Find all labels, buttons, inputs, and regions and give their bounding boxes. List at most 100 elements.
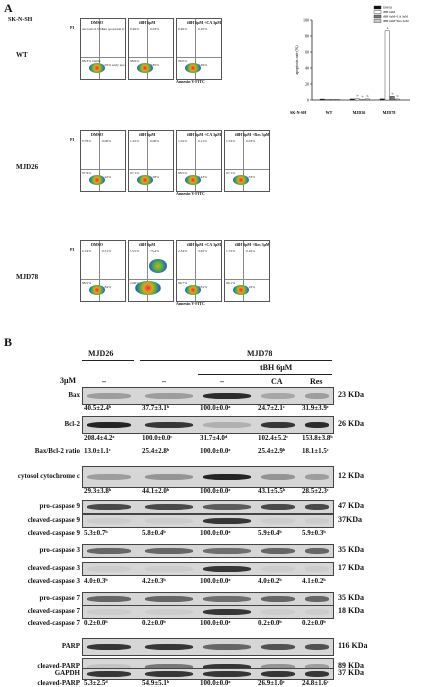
bar [320,99,324,100]
quadrant-divider [225,279,269,280]
quantification-value: 0.2±0.0ᵇ [258,620,282,627]
bar [350,99,354,100]
cell-line-label: SK-N-SH [8,17,32,23]
protein-band [305,644,329,650]
molecular-weight-label: 35 KDa [338,546,364,554]
protein-band [305,596,329,602]
protein-band [145,474,193,480]
molecular-weight-label: 116 KDa [338,642,368,650]
protein-band [261,422,295,428]
legend-label: tBH 6uM [383,10,395,14]
y-tick-label: 80 [305,34,309,39]
quantification-value: 0.2±0.0ᵇ [84,620,108,627]
protein-band [87,609,131,615]
protein-band [203,393,251,399]
protein-band [261,393,295,399]
quantification-value: 100.0±0.0ᵃ [200,448,230,455]
quantification-value: 153.8±3.8ᵇ [302,435,333,442]
panel-a-label: A [4,2,13,14]
protein-band [261,671,295,677]
protein-band [145,671,193,677]
bar [395,99,399,100]
blot-strip [82,544,334,558]
protein-band [305,566,329,572]
quadrant-ul: necrosis 0.55% [82,27,103,31]
quantification-value: 5.9±0.4ᵇ [258,530,282,537]
quantification-value: 102.4±5.2ᶜ [258,435,288,442]
quantification-value: 4.1±0.2ᵇ [302,578,326,585]
quadrant-ur: 0.10% [198,27,207,31]
quantification-value: 25.4±2.9ᵇ [258,448,285,455]
quantification-value: 29.3±3.8ᵇ [84,488,111,495]
row-label-wt: WT [16,52,28,59]
protein-band [305,422,329,428]
protein-band [87,548,131,554]
protein-band [203,596,251,602]
blot-row-label: pro-caspase 7 [2,595,80,602]
y-tick-label: 20 [305,82,309,87]
protein-band [87,566,131,572]
quadrant-divider [81,57,125,58]
blot-strip [82,466,334,488]
quantification-value: 100.0±0.0ᵃ [200,620,230,627]
panel-b-label: B [4,336,12,348]
header-tbh: tBH 6μM [260,364,292,372]
quadrant-ul: 1.72% [226,249,235,253]
protein-band [305,609,329,615]
treatment-col: – [220,378,224,386]
treatment-label: 3μM [60,377,76,385]
legend-label: tBH 6uM+Res 3uM [383,19,409,23]
bar [385,31,389,100]
cell-population [135,281,161,295]
protein-band [305,671,329,677]
blot-strip [82,514,334,528]
quadrant-divider [225,169,269,170]
axis-y-label: PI [70,138,74,142]
blot-row-label: cleaved-caspase 9 [2,517,80,524]
protein-band [203,548,251,554]
quadrant-ul: 1.02% [178,139,187,143]
plot-title: DMSO [91,243,103,247]
quadrant-ul: 1.53% [226,139,235,143]
protein-band [145,518,193,524]
protein-band [145,393,193,399]
legend-swatch [374,20,381,23]
cell-population [89,175,105,185]
protein-band [261,504,295,510]
plot-title: tBH 6μM +Res 3μM [235,243,270,247]
protein-band [261,596,295,602]
quadrant-divider [129,169,173,170]
quantification-value: 26.9±1.0ᶜ [258,680,285,687]
protein-band [87,671,131,677]
quadrant-ul: 2.34% [178,249,187,253]
molecular-weight-label: 37KDa [338,516,362,524]
protein-band [203,671,251,677]
quantification-value: 100.0±0.0ᶜ [142,435,172,442]
protein-band [145,566,193,572]
quadrant-ul: 0.40% [178,27,187,31]
cell-population [89,285,105,295]
protein-band [305,474,329,480]
quadrant-ll: 97.1% [130,171,139,175]
protein-band [203,566,251,572]
protein-band [145,644,193,650]
bar [325,99,329,100]
quadrant-ur: 0.10% [246,249,255,253]
bar [335,99,339,100]
axis-x-label: Annexin V-FITC [176,192,205,196]
protein-band [87,518,131,524]
blot-row-label: pro-caspase 3 [2,547,80,554]
quantification-value: 13.0±1.1ᶜ [84,448,111,455]
quadrant-ul: 1.22% [130,139,139,143]
molecular-weight-label: 35 KDa [338,594,364,602]
molecular-weight-label: 47 KDa [338,502,364,510]
blot-strip [82,605,334,619]
quadrant-ll: 98.5% [82,281,91,285]
quadrant-divider [177,169,221,170]
axis-y-label: PI [70,26,74,30]
